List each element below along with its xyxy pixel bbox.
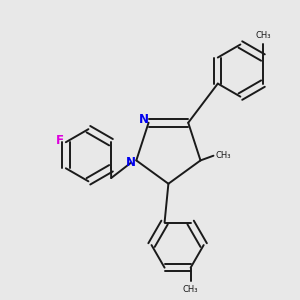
Text: CH₃: CH₃ bbox=[216, 151, 231, 160]
Text: N: N bbox=[126, 156, 136, 170]
Text: F: F bbox=[56, 134, 64, 147]
Text: CH₃: CH₃ bbox=[183, 285, 198, 294]
Text: CH₃: CH₃ bbox=[255, 31, 271, 40]
Text: N: N bbox=[139, 112, 149, 125]
